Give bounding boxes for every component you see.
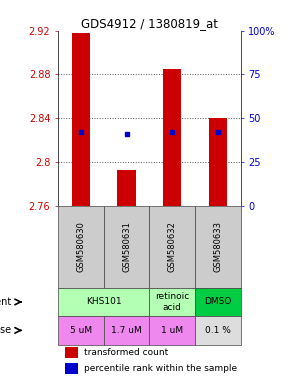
Text: 1 uM: 1 uM — [161, 326, 183, 335]
Bar — [195, 316, 241, 344]
Bar — [117, 170, 136, 206]
Bar — [58, 288, 149, 316]
Text: 1.7 uM: 1.7 uM — [111, 326, 142, 335]
Title: GDS4912 / 1380819_at: GDS4912 / 1380819_at — [81, 17, 218, 30]
Text: 0.1 %: 0.1 % — [205, 326, 231, 335]
Bar — [149, 288, 195, 316]
Text: agent: agent — [0, 297, 11, 307]
Bar — [104, 316, 149, 344]
Text: percentile rank within the sample: percentile rank within the sample — [84, 364, 237, 373]
Text: retinoic
acid: retinoic acid — [155, 292, 189, 312]
Text: DMSO: DMSO — [204, 298, 231, 306]
Text: 5 uM: 5 uM — [70, 326, 92, 335]
Bar — [195, 206, 241, 288]
Text: GSM580633: GSM580633 — [213, 221, 222, 272]
Text: dose: dose — [0, 325, 11, 335]
Bar — [149, 316, 195, 344]
Bar — [163, 69, 181, 206]
Bar — [58, 206, 104, 288]
Bar — [72, 33, 90, 206]
Text: GSM580632: GSM580632 — [168, 221, 177, 272]
Text: KHS101: KHS101 — [86, 298, 122, 306]
Text: GSM580630: GSM580630 — [76, 221, 85, 272]
Bar — [195, 288, 241, 316]
Bar — [58, 316, 104, 344]
Bar — [65, 347, 78, 358]
Bar — [149, 206, 195, 288]
Bar — [65, 362, 78, 374]
Text: transformed count: transformed count — [84, 348, 168, 357]
Bar — [104, 206, 149, 288]
Bar — [209, 118, 227, 206]
Text: GSM580631: GSM580631 — [122, 221, 131, 272]
